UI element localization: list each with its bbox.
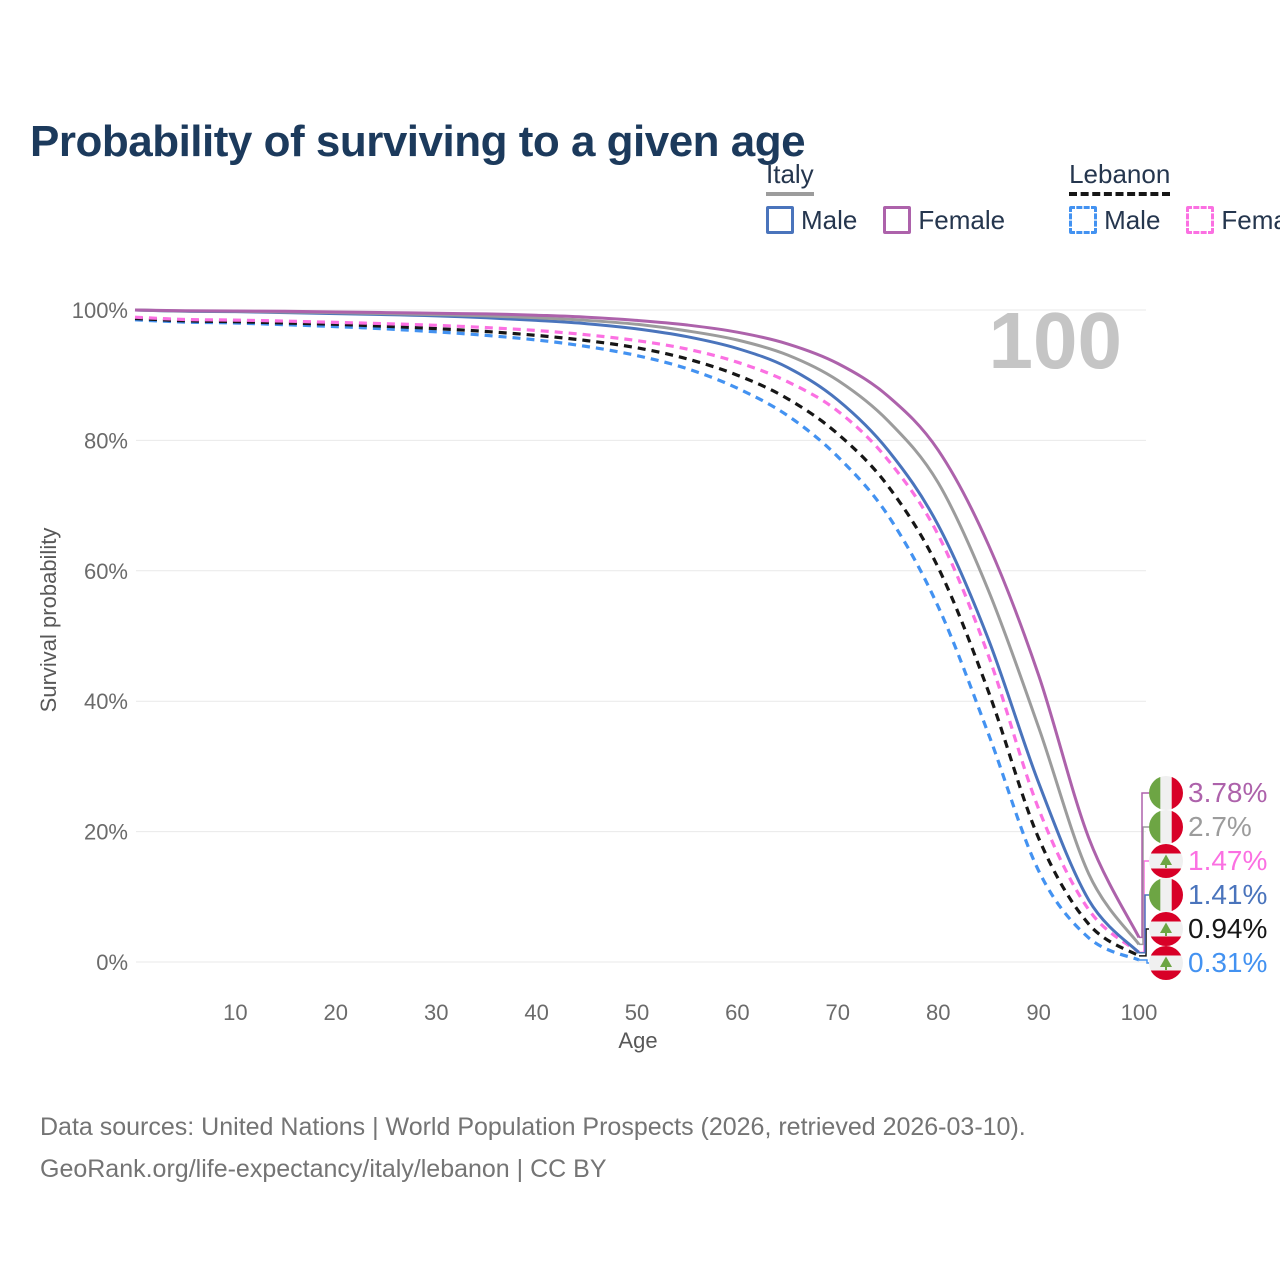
footer-attribution: GeoRank.org/life-expectancy/italy/lebano… (40, 1155, 607, 1183)
end-label-lebanon-both: 0.94% (1188, 913, 1267, 944)
italy-male-swatch-icon[interactable] (766, 206, 794, 235)
legend-group-lebanon: Lebanon Male Female (1069, 160, 1280, 236)
series-line-lebanon-female (134, 315, 1141, 954)
series-line-italy-female (134, 308, 1141, 939)
y-axis-title: Survival probability (36, 528, 61, 713)
end-label-connector-italy-female (1139, 792, 1149, 939)
x-tick-label-80: 80 (926, 1000, 950, 1025)
y-tick-label-0: 0% (96, 950, 128, 975)
y-tick-label-40: 40% (84, 689, 128, 714)
legend-group-italy-label: Italy (766, 160, 814, 196)
page-title: Probability of surviving to a given age (30, 117, 806, 167)
axis-ticks: 0% 20% 40% 60% 80% 100% 10 20 30 40 50 60 70 80 90 100 (72, 298, 1158, 1025)
legend-item-lebanon-female[interactable]: Female (1186, 205, 1280, 236)
y-tick-label-100: 100% (72, 298, 128, 323)
footer-data-sources: Data sources: United Nations | World Pop… (40, 1113, 1026, 1141)
legend-item-italy-male[interactable]: Male (766, 205, 857, 236)
footer: Data sources: United Nations | World Pop… (40, 1106, 1026, 1190)
series-lines (134, 308, 1141, 962)
flag-icon-italy (1149, 810, 1183, 844)
end-label-connector-lebanon-female (1139, 860, 1149, 954)
series-line-lebanon-both (134, 316, 1140, 958)
flag-icon-italy (1149, 878, 1183, 912)
legend-item-italy-female[interactable]: Female (883, 205, 1005, 236)
end-label-lebanon-male: 0.31% (1188, 947, 1267, 978)
y-tick-label-20: 20% (84, 820, 128, 845)
y-tick-label-60: 60% (84, 559, 128, 584)
x-axis-title: Age (618, 1028, 657, 1053)
legend-group-lebanon-label: Lebanon (1069, 160, 1171, 196)
legend-item-lebanon-male-label: Male (1104, 204, 1161, 235)
x-tick-label-20: 20 (324, 1000, 348, 1025)
x-tick-label-10: 10 (223, 1000, 247, 1025)
x-tick-label-100: 100 (1121, 1000, 1158, 1025)
x-tick-label-30: 30 (424, 1000, 448, 1025)
series-line-italy-both (134, 308, 1141, 946)
x-tick-label-90: 90 (1026, 1000, 1050, 1025)
legend-item-italy-female-label: Female (918, 204, 1006, 235)
end-label-connector-italy-both (1139, 826, 1149, 946)
x-tick-label-50: 50 (625, 1000, 649, 1025)
x-tick-label-60: 60 (725, 1000, 749, 1025)
end-label-lebanon-female: 1.47% (1188, 845, 1267, 876)
lebanon-female-swatch-icon[interactable] (1186, 206, 1215, 235)
end-label-connector-lebanon-both (1139, 928, 1149, 957)
legend-item-italy-male-label: Male (801, 204, 858, 235)
series-line-lebanon-male (134, 318, 1140, 962)
flag-icon-lebanon (1149, 912, 1183, 946)
end-label-italy-male: 1.41% (1188, 879, 1267, 910)
y-tick-label-80: 80% (84, 428, 128, 453)
italy-female-swatch-icon[interactable] (883, 206, 912, 235)
legend-item-lebanon-female-label: Female (1221, 204, 1280, 235)
lebanon-male-swatch-icon[interactable] (1069, 206, 1098, 235)
flag-icon-lebanon (1149, 946, 1183, 980)
gridlines (136, 309, 1146, 963)
watermark-age-100: 100 (989, 296, 1122, 385)
end-label-italy-both: 2.7% (1188, 811, 1252, 842)
end-label-italy-female: 3.78% (1188, 777, 1267, 808)
series-line-italy-male (134, 308, 1141, 954)
flag-icon-italy (1149, 776, 1183, 810)
end-label-connector-italy-male (1139, 894, 1149, 954)
end-label-connector-lebanon-male (1139, 959, 1149, 964)
legend-item-lebanon-male[interactable]: Male (1069, 205, 1160, 236)
flag-icon-lebanon (1149, 844, 1183, 878)
end-labels: 0.31%0.94% 1.47%1.41% 2.7%3.78% (1139, 776, 1267, 980)
legend: Italy Male Female Lebanon Male Female (766, 160, 1280, 236)
legend-group-italy: Italy Male Female (766, 160, 1005, 236)
x-tick-label-70: 70 (826, 1000, 850, 1025)
x-tick-label-40: 40 (524, 1000, 548, 1025)
